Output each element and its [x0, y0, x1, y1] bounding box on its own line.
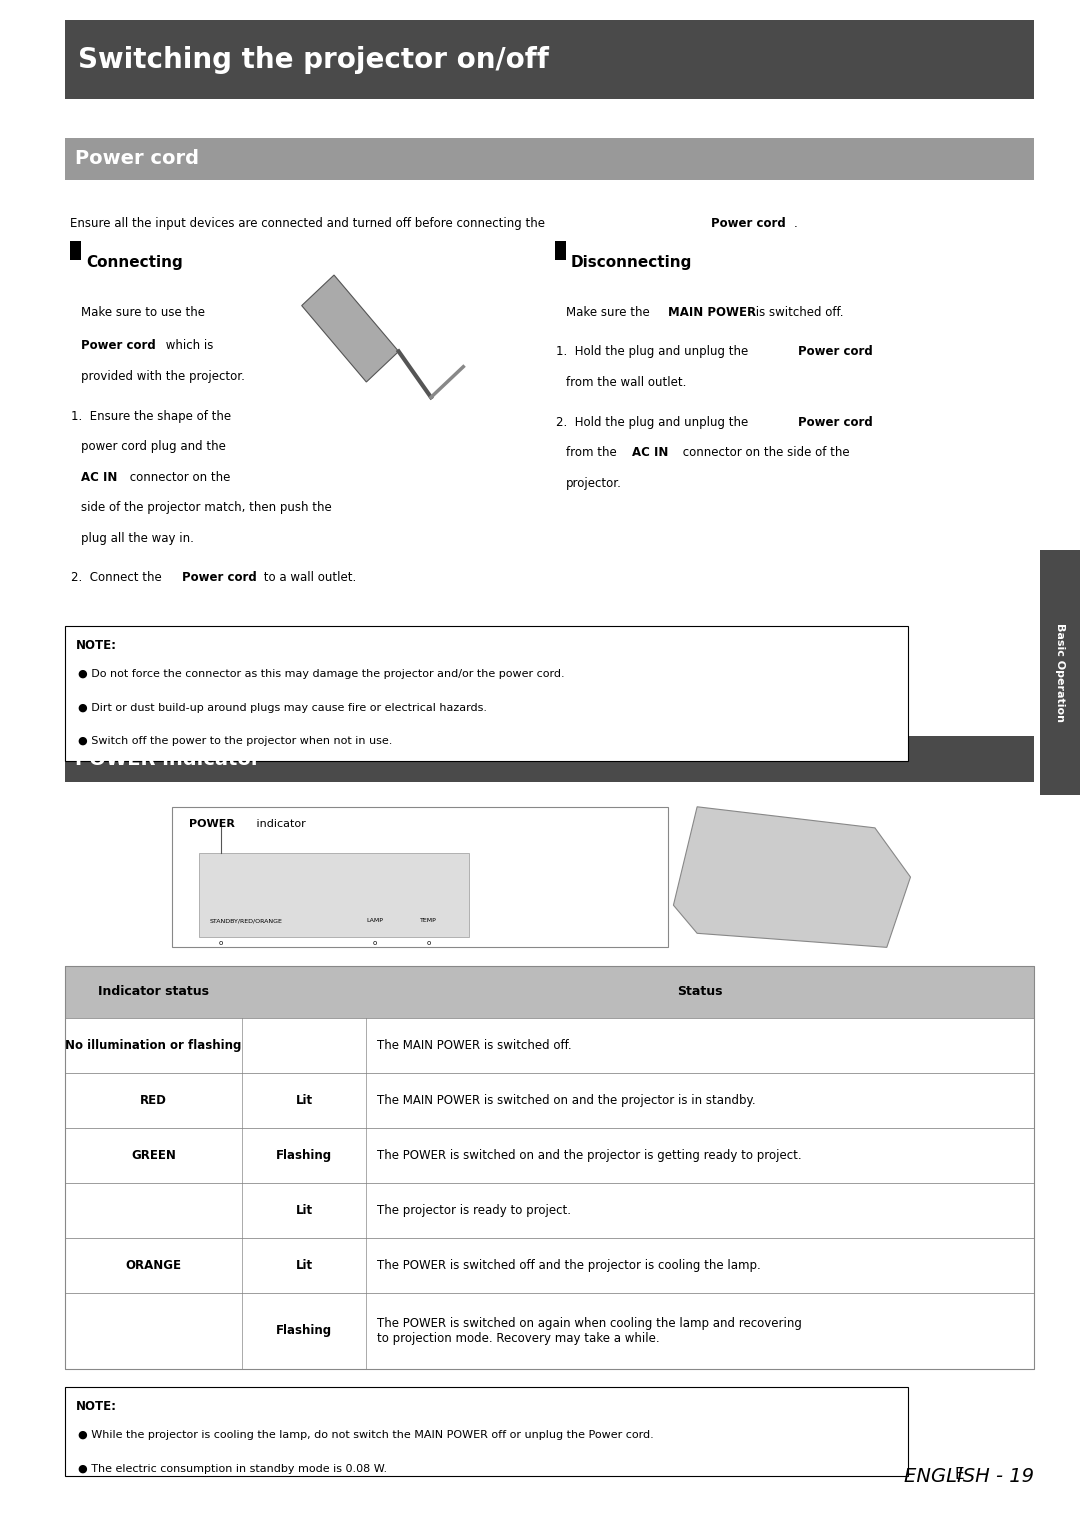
Bar	[200, 853, 469, 937]
Text: 1.  Hold the plug and unplug the: 1. Hold the plug and unplug the	[556, 345, 752, 359]
Text: connector on the side of the: connector on the side of the	[679, 446, 850, 460]
Text: 1.  Ensure the shape of the: 1. Ensure the shape of the	[71, 410, 231, 423]
Bar	[65, 966, 1035, 1018]
Text: Power cord: Power cord	[81, 339, 156, 353]
Text: ● The electric consumption in standby mode is 0.08 W.: ● The electric consumption in standby mo…	[78, 1464, 387, 1475]
Text: Lit: Lit	[296, 1204, 313, 1216]
Text: NOTE:: NOTE:	[76, 639, 117, 652]
Text: STANDBY/RED/ORANGE: STANDBY/RED/ORANGE	[211, 918, 283, 923]
Bar	[65, 1018, 1035, 1073]
Text: Make sure to use the: Make sure to use the	[81, 306, 205, 319]
Text: plug all the way in.: plug all the way in.	[81, 532, 193, 545]
Polygon shape	[301, 275, 399, 382]
Text: Flashing: Flashing	[276, 1149, 333, 1161]
Text: o: o	[219, 940, 222, 946]
Bar	[65, 966, 1035, 1369]
Text: ● Do not force the connector as this may damage the projector and/or the power c: ● Do not force the connector as this may…	[78, 669, 564, 680]
Bar	[65, 138, 1035, 180]
Text: connector on the: connector on the	[126, 471, 230, 484]
Text: from the wall outlet.: from the wall outlet.	[566, 376, 686, 390]
Text: o: o	[373, 940, 377, 946]
Text: NOTE:: NOTE:	[76, 1400, 117, 1413]
Text: Lit: Lit	[296, 1094, 313, 1106]
Text: The projector is ready to project.: The projector is ready to project.	[377, 1204, 571, 1216]
Text: Disconnecting: Disconnecting	[571, 255, 692, 270]
Text: 2.  Hold the plug and unplug the: 2. Hold the plug and unplug the	[556, 416, 752, 429]
Polygon shape	[674, 807, 910, 947]
Text: ● Dirt or dust build-up around plugs may cause fire or electrical hazards.: ● Dirt or dust build-up around plugs may…	[78, 703, 487, 714]
Text: power cord plug and the: power cord plug and the	[81, 440, 226, 454]
Bar	[65, 1387, 908, 1476]
Text: is switched off.: is switched off.	[752, 306, 843, 319]
Text: POWER indicator: POWER indicator	[76, 750, 261, 769]
Text: Power cord: Power cord	[183, 571, 257, 585]
Bar	[70, 241, 81, 260]
Text: ORANGE: ORANGE	[125, 1259, 181, 1271]
Text: which is: which is	[162, 339, 213, 353]
Text: TEMP: TEMP	[420, 918, 437, 923]
Bar	[65, 626, 908, 761]
Text: AC IN: AC IN	[633, 446, 669, 460]
Text: Make sure the: Make sure the	[566, 306, 653, 319]
Text: indicator: indicator	[253, 819, 306, 830]
Text: The POWER is switched off and the projector is cooling the lamp.: The POWER is switched off and the projec…	[377, 1259, 761, 1271]
Text: Connecting: Connecting	[86, 255, 183, 270]
Text: No illumination or flashing: No illumination or flashing	[66, 1039, 242, 1051]
Text: provided with the projector.: provided with the projector.	[81, 370, 245, 384]
Text: The MAIN POWER is switched on and the projector is in standby.: The MAIN POWER is switched on and the pr…	[377, 1094, 756, 1106]
Text: o: o	[427, 940, 431, 946]
Text: ● While the projector is cooling the lamp, do not switch the MAIN POWER off or u: ● While the projector is cooling the lam…	[78, 1430, 653, 1441]
Bar	[65, 20, 1035, 99]
Text: side of the projector match, then push the: side of the projector match, then push t…	[81, 501, 332, 515]
Text: LAMP: LAMP	[366, 918, 383, 923]
Text: Power cord: Power cord	[798, 345, 873, 359]
Text: Power cord: Power cord	[76, 150, 200, 168]
Text: Ensure all the input devices are connected and turned off before connecting the: Ensure all the input devices are connect…	[70, 217, 549, 231]
Text: Flashing: Flashing	[276, 1325, 333, 1337]
Text: Power cord: Power cord	[711, 217, 786, 231]
Bar	[65, 736, 1035, 782]
Text: ● Switch off the power to the projector when not in use.: ● Switch off the power to the projector …	[78, 736, 392, 747]
Text: E: E	[955, 1467, 964, 1482]
Bar	[173, 807, 669, 947]
Text: RED: RED	[140, 1094, 167, 1106]
Bar	[65, 1183, 1035, 1238]
Text: Lit: Lit	[296, 1259, 313, 1271]
Text: GREEN: GREEN	[131, 1149, 176, 1161]
Text: POWER: POWER	[189, 819, 234, 830]
Text: to a wall outlet.: to a wall outlet.	[259, 571, 356, 585]
Text: AC IN: AC IN	[81, 471, 118, 484]
Text: Basic Operation: Basic Operation	[1055, 623, 1065, 721]
Text: The POWER is switched on again when cooling the lamp and recovering
to projectio: The POWER is switched on again when cool…	[377, 1317, 802, 1345]
Text: Status: Status	[677, 986, 724, 998]
Bar	[65, 1073, 1035, 1128]
Text: 2.  Connect the: 2. Connect the	[71, 571, 165, 585]
Bar	[555, 241, 566, 260]
Text: The POWER is switched on and the projector is getting ready to project.: The POWER is switched on and the project…	[377, 1149, 801, 1161]
Bar	[65, 1293, 1035, 1369]
Text: MAIN POWER: MAIN POWER	[669, 306, 756, 319]
Text: Indicator status: Indicator status	[98, 986, 210, 998]
Text: from the: from the	[566, 446, 620, 460]
Text: ENGLISH - 19: ENGLISH - 19	[904, 1467, 1035, 1485]
Bar	[65, 1238, 1035, 1293]
Text: The MAIN POWER is switched off.: The MAIN POWER is switched off.	[377, 1039, 571, 1051]
Text: .: .	[794, 217, 798, 231]
Bar	[65, 966, 1035, 1018]
Text: projector.: projector.	[566, 477, 622, 490]
Bar	[65, 1128, 1035, 1183]
Text: Switching the projector on/off: Switching the projector on/off	[78, 46, 549, 73]
Text: Power cord: Power cord	[798, 416, 873, 429]
Bar	[1040, 550, 1080, 795]
